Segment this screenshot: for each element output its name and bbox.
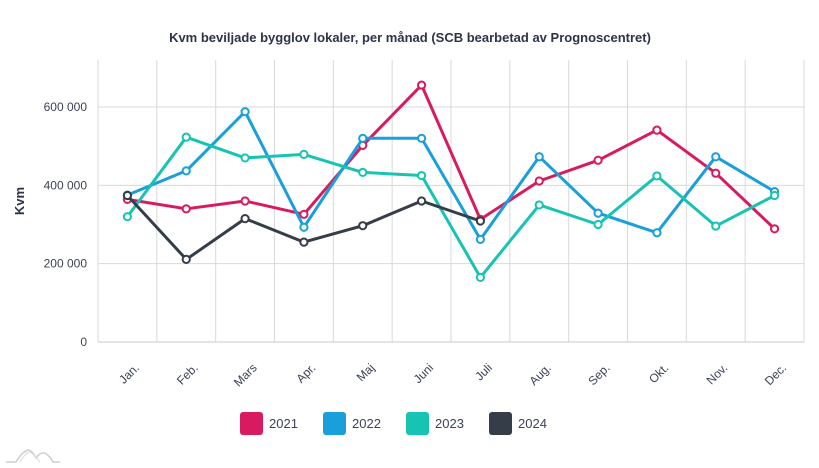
legend-item-2023[interactable]: 2023 xyxy=(406,412,464,435)
x-tick-label: Okt. xyxy=(646,361,671,386)
data-point[interactable] xyxy=(358,221,368,231)
data-point[interactable] xyxy=(181,204,191,214)
legend-item-2024[interactable]: 2024 xyxy=(489,412,547,435)
data-point[interactable] xyxy=(416,80,427,90)
series-line-2021 xyxy=(127,83,776,230)
x-tick-label: Apr. xyxy=(294,361,319,386)
data-point[interactable] xyxy=(711,221,721,231)
legend-label: 2023 xyxy=(435,416,464,431)
series-2023 xyxy=(122,132,780,282)
data-point[interactable] xyxy=(416,133,427,143)
chart-title: Kvm beviljade bygglov lokaler, per månad… xyxy=(169,30,651,45)
legend: 2021 2022 2023 2024 xyxy=(240,412,547,435)
data-point[interactable] xyxy=(240,107,250,117)
series xyxy=(122,80,780,282)
data-point[interactable] xyxy=(534,152,544,162)
x-axis-ticks: Jan. Feb. Mars Apr. Maj Juni Juli Aug. Sep. Okt. N… xyxy=(116,361,789,390)
x-tick-label: Nov. xyxy=(704,361,731,388)
legend-swatch xyxy=(406,412,429,435)
y-tick-label: 600 000 xyxy=(44,100,88,114)
data-point[interactable] xyxy=(181,132,191,142)
data-point[interactable] xyxy=(358,167,368,178)
legend-label: 2022 xyxy=(352,416,381,431)
data-point[interactable] xyxy=(181,166,191,176)
y-axis-label: Kvm xyxy=(12,187,27,215)
x-tick-label: Jan. xyxy=(116,361,142,387)
data-point[interactable] xyxy=(475,272,486,282)
x-tick-label: Juni xyxy=(411,361,436,386)
data-point[interactable] xyxy=(769,190,780,201)
data-point[interactable] xyxy=(534,200,544,210)
y-axis-ticks: 0 200 000 400 000 600 000 xyxy=(44,100,88,349)
data-point[interactable] xyxy=(416,170,427,181)
data-point[interactable] xyxy=(240,196,250,206)
legend-swatch xyxy=(489,412,512,435)
grid xyxy=(97,60,805,343)
data-point[interactable] xyxy=(299,149,309,159)
data-point[interactable] xyxy=(475,216,486,226)
data-point[interactable] xyxy=(122,212,133,222)
data-point[interactable] xyxy=(593,155,603,165)
x-tick-label: Dec. xyxy=(762,361,789,388)
legend-label: 2024 xyxy=(518,416,547,431)
y-tick-label: 0 xyxy=(80,335,87,349)
x-tick-label: Maj xyxy=(354,361,378,385)
legend-swatch xyxy=(323,412,346,435)
legend-label: 2021 xyxy=(269,416,298,431)
y-tick-label: 400 000 xyxy=(44,178,88,192)
y-tick-label: 200 000 xyxy=(44,257,88,271)
data-point[interactable] xyxy=(711,152,721,162)
x-tick-label: Mars xyxy=(231,361,260,390)
data-point[interactable] xyxy=(416,196,427,206)
data-point[interactable] xyxy=(181,254,191,264)
data-point[interactable] xyxy=(593,219,603,230)
data-point[interactable] xyxy=(299,237,309,247)
data-point[interactable] xyxy=(358,133,368,143)
watermark-logo-icon xyxy=(6,449,60,463)
data-point[interactable] xyxy=(534,176,544,186)
x-tick-label: Aug. xyxy=(527,361,554,388)
data-point[interactable] xyxy=(240,153,250,163)
series-2024 xyxy=(122,190,486,264)
data-point[interactable] xyxy=(711,168,721,178)
data-point[interactable] xyxy=(652,125,662,135)
data-point[interactable] xyxy=(593,208,603,218)
data-point[interactable] xyxy=(475,234,486,244)
data-point[interactable] xyxy=(240,214,250,224)
series-2022 xyxy=(122,107,780,244)
series-line-2022 xyxy=(126,110,776,241)
x-tick-label: Juli xyxy=(472,361,495,384)
legend-swatch xyxy=(240,412,263,435)
data-point[interactable] xyxy=(652,228,662,238)
data-point[interactable] xyxy=(652,171,662,181)
legend-item-2021[interactable]: 2021 xyxy=(240,412,298,435)
data-point[interactable] xyxy=(299,222,309,232)
data-point[interactable] xyxy=(769,224,780,234)
series-line-2023 xyxy=(126,135,776,279)
x-tick-label: Sep. xyxy=(585,361,612,388)
legend-item-2022[interactable]: 2022 xyxy=(323,412,381,435)
x-tick-label: Feb. xyxy=(174,361,201,388)
data-point[interactable] xyxy=(122,190,133,201)
data-point[interactable] xyxy=(299,209,309,219)
